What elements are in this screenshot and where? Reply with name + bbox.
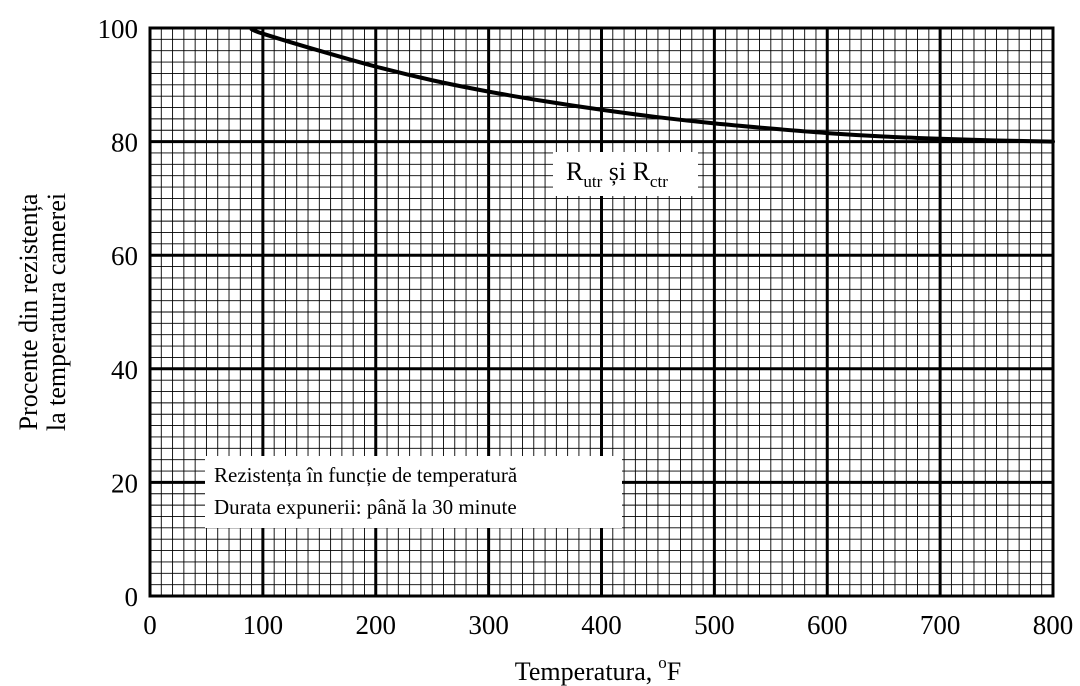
annotation-background (205, 456, 622, 528)
y-axis-label: Procente din rezistența la temperatura c… (14, 193, 71, 431)
series-line (249, 27, 1055, 144)
x-axis-label-unit: F (667, 657, 681, 686)
y-tick-label: 100 (98, 14, 139, 44)
y-tick-label: 60 (111, 241, 138, 271)
y-tick-label: 80 (111, 128, 138, 158)
x-tick-label: 500 (694, 610, 735, 640)
x-tick-label: 300 (468, 610, 509, 640)
series-label-mid: și R (602, 157, 650, 186)
series-label-r1: R (566, 157, 584, 186)
y-axis-label-line-1: Procente din rezistența (14, 193, 43, 430)
x-axis-label-sup: o (658, 653, 667, 672)
y-tick-label: 0 (125, 582, 139, 612)
y-axis-label-line-2: la temperatura camerei (42, 193, 71, 431)
tick-labels: 0 100 200 300 400 500 600 700 800 0 20 40 60 80 100 (98, 14, 1074, 640)
x-axis-label-main: Temperatura, (515, 657, 653, 686)
x-axis-label: Temperatura, oF (515, 653, 681, 686)
series-label-sub2: ctr (650, 172, 668, 191)
series-label-sub1: utr (583, 172, 602, 191)
series-label: Rutr și Rctr (553, 152, 698, 196)
y-tick-label: 20 (111, 468, 138, 498)
x-tick-label: 0 (143, 610, 157, 640)
x-tick-label: 200 (356, 610, 397, 640)
annotation-line-2: Durata expunerii: până la 30 minute (214, 495, 517, 519)
x-tick-label: 100 (243, 610, 284, 640)
x-tick-label: 400 (581, 610, 622, 640)
x-tick-label: 800 (1033, 610, 1074, 640)
annotation-box: Rezistența în funcție de temperatură Dur… (205, 456, 622, 528)
x-tick-label: 600 (807, 610, 848, 640)
series-label-background (553, 152, 698, 196)
x-tick-label: 700 (920, 610, 961, 640)
y-tick-label: 40 (111, 355, 138, 385)
plot-frame (148, 26, 1055, 598)
series-layer (249, 27, 1055, 144)
annotation-line-1: Rezistența în funcție de temperatură (214, 463, 518, 487)
series-label-text: Rutr și Rctr (566, 157, 668, 191)
